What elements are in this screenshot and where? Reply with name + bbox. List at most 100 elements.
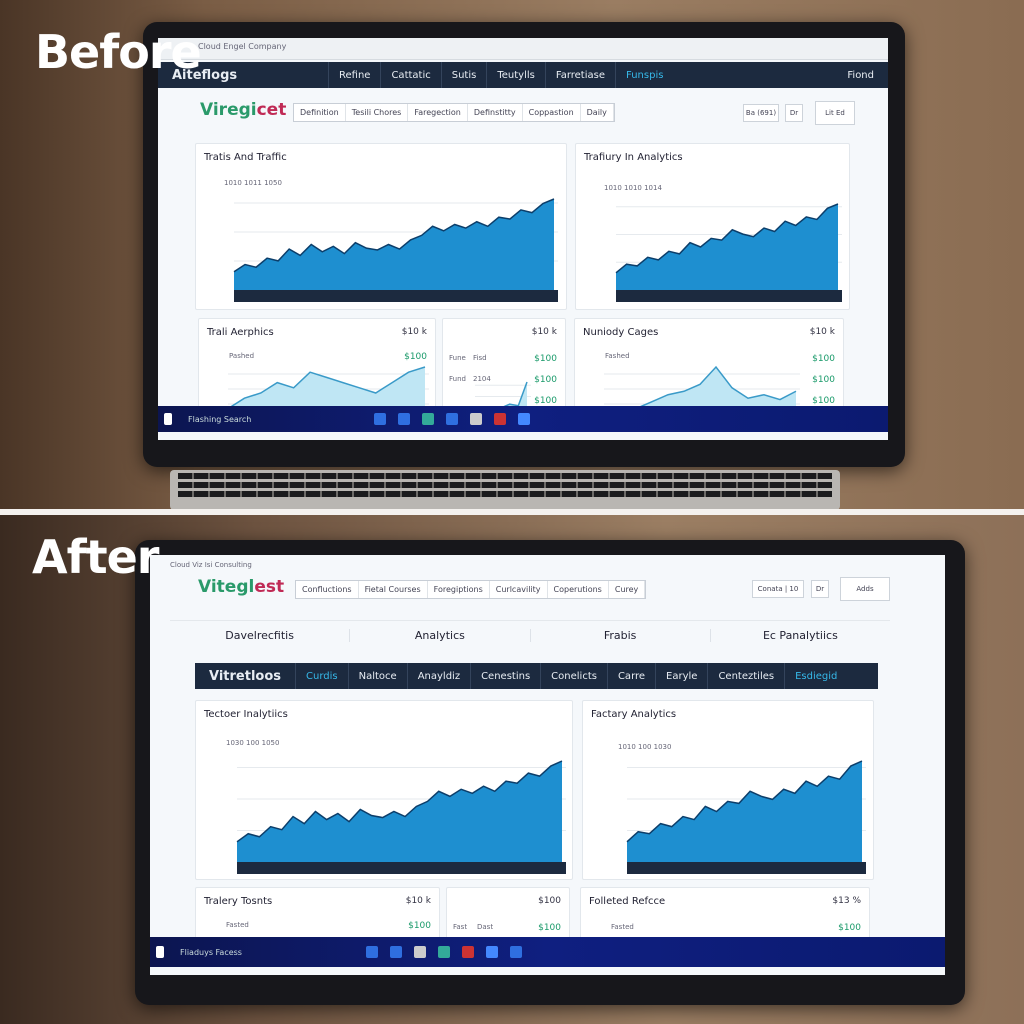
amount: $100 bbox=[538, 923, 561, 933]
series-line bbox=[626, 760, 863, 843]
nav-item[interactable]: Naltoce bbox=[347, 663, 407, 689]
amount: $100 bbox=[812, 354, 835, 364]
taskbar-search[interactable]: Fliaduys Facess bbox=[180, 947, 242, 957]
panel-value: $10 k bbox=[531, 327, 557, 337]
amount: $100 bbox=[534, 396, 557, 406]
amount: $100 bbox=[838, 923, 861, 933]
chart-subtitle: 1010 1011 1050 bbox=[224, 179, 282, 187]
panel-title: Tralery Tosnts bbox=[204, 896, 273, 907]
panel-label: Fasted bbox=[611, 923, 634, 931]
keyboard bbox=[170, 470, 840, 509]
stat-panel: Trali Aerphics $10 k Pashed $100 bbox=[198, 318, 436, 419]
nav-item[interactable]: Cenestins bbox=[470, 663, 540, 689]
tab[interactable]: Analytics bbox=[350, 629, 531, 642]
menu-item[interactable]: Definstitty bbox=[468, 104, 523, 121]
menu-item[interactable]: Curey bbox=[609, 581, 646, 598]
top-nav: Aiteflogs Refine Cattatic Sutis Teutylls… bbox=[158, 62, 888, 88]
menu-item[interactable]: Coppastion bbox=[523, 104, 581, 121]
chart-title: Trafiury In Analytics bbox=[584, 152, 683, 163]
brand: Vitretloos bbox=[209, 668, 282, 684]
amount: $100 bbox=[534, 375, 557, 385]
app-icon[interactable] bbox=[422, 413, 434, 425]
nav-item[interactable]: Refine bbox=[328, 62, 380, 88]
app-icon[interactable] bbox=[510, 946, 522, 958]
panel-label: Pashed bbox=[229, 352, 255, 360]
panel-value: $10 k bbox=[809, 327, 835, 337]
user-name[interactable]: Fiond bbox=[847, 69, 874, 81]
nav-item[interactable]: Conelicts bbox=[540, 663, 607, 689]
start-icon[interactable] bbox=[156, 946, 164, 958]
series-line bbox=[615, 203, 839, 274]
menu-item[interactable]: Definition bbox=[294, 104, 346, 121]
menu-item[interactable]: Daily bbox=[581, 104, 614, 121]
nav-item[interactable]: Sutis bbox=[440, 62, 487, 88]
chart-panel: Tectoer Inalytiics 1030 100 1050 bbox=[195, 700, 573, 880]
amount: $100 bbox=[534, 354, 557, 364]
menu-item[interactable]: Fietal Courses bbox=[359, 581, 428, 598]
nav-item[interactable]: Anayldiz bbox=[406, 663, 470, 689]
app-icon[interactable] bbox=[390, 946, 402, 958]
app-icon[interactable] bbox=[518, 413, 530, 425]
menu-item[interactable]: Coperutions bbox=[548, 581, 609, 598]
taskbar-search[interactable]: Flashing Search bbox=[188, 414, 252, 424]
panel-title: Trali Aerphics bbox=[207, 327, 274, 338]
area-chart bbox=[233, 198, 558, 302]
panel-label: Fashed bbox=[605, 352, 630, 360]
menu-item[interactable]: Faregection bbox=[408, 104, 468, 121]
after-photo: After Cloud Viz Isi Consulting Viteglest… bbox=[0, 515, 1024, 1024]
x-axis-band bbox=[616, 290, 842, 302]
start-icon[interactable] bbox=[164, 413, 172, 425]
menu-item[interactable]: Tesili Chores bbox=[346, 104, 409, 121]
taskbar: Flashing Search bbox=[158, 406, 888, 432]
app-icon[interactable] bbox=[366, 946, 378, 958]
panel-value: $10 k bbox=[401, 327, 427, 337]
nav-item[interactable]: Carre bbox=[606, 663, 655, 689]
app-icon[interactable] bbox=[486, 946, 498, 958]
address-text: Cloud Engel Company bbox=[198, 42, 287, 51]
nav-item[interactable]: Earyle bbox=[655, 663, 707, 689]
doc-button[interactable]: Dr bbox=[811, 580, 829, 598]
nav-item[interactable]: Teutylls bbox=[486, 62, 545, 88]
nav-item-active[interactable]: Funspis bbox=[615, 62, 673, 88]
series-area bbox=[627, 761, 862, 862]
series-area bbox=[234, 199, 554, 290]
nav-item[interactable]: Farretiase bbox=[544, 62, 615, 88]
app-icon[interactable] bbox=[446, 413, 458, 425]
tab-row: Davelrecfitis Analytics Frabis Ec Panalytii… bbox=[170, 620, 890, 650]
nav-item-active[interactable]: Curdis bbox=[295, 663, 348, 689]
menu-item[interactable]: Confluctions bbox=[296, 581, 359, 598]
doc-button[interactable]: Dr bbox=[785, 104, 803, 122]
header-button[interactable]: Ba (691) bbox=[743, 104, 779, 122]
app-icon[interactable] bbox=[470, 413, 482, 425]
chart-panel: Factary Analytics 1010 100 1030 bbox=[582, 700, 874, 880]
logo: Viregicet bbox=[200, 100, 287, 120]
divider bbox=[0, 509, 1024, 515]
tab[interactable]: Davelrecfitis bbox=[170, 629, 351, 642]
tab[interactable]: Frabis bbox=[531, 629, 711, 642]
logo: Viteglest bbox=[198, 577, 285, 597]
tab[interactable]: Ec Panalytiics bbox=[762, 629, 838, 642]
app-icon[interactable] bbox=[438, 946, 450, 958]
nav-item[interactable]: Centeztiles bbox=[707, 663, 784, 689]
menu-item[interactable]: Curlcavility bbox=[490, 581, 548, 598]
chart-title: Factary Analytics bbox=[591, 709, 677, 720]
address-bar[interactable]: Cloud Engel Company bbox=[158, 38, 888, 60]
address-text[interactable]: Cloud Viz Isi Consulting bbox=[170, 561, 252, 569]
stat-panel: $10 k Fune Fisd Fund 2104 $100 $100 $100 bbox=[442, 318, 566, 419]
panel-label: Fasted bbox=[226, 921, 249, 929]
x-axis-band bbox=[237, 862, 566, 874]
app-icon[interactable] bbox=[414, 946, 426, 958]
edit-button[interactable]: Lit Ed bbox=[815, 101, 855, 125]
series-area bbox=[616, 204, 838, 290]
menu-item[interactable]: Foregiptions bbox=[428, 581, 490, 598]
add-button[interactable]: Adds bbox=[840, 577, 890, 601]
nav-item[interactable]: Cattatic bbox=[380, 62, 440, 88]
app-icon[interactable] bbox=[374, 413, 386, 425]
header-button[interactable]: Conata | 10 bbox=[752, 580, 804, 598]
screen: Cloud Engel Company Aiteflogs Refine Cat… bbox=[158, 38, 888, 440]
app-icon[interactable] bbox=[398, 413, 410, 425]
app-icon[interactable] bbox=[462, 946, 474, 958]
app-icon[interactable] bbox=[494, 413, 506, 425]
nav-item[interactable]: Esdiegid bbox=[784, 663, 847, 689]
area-chart bbox=[236, 760, 566, 874]
